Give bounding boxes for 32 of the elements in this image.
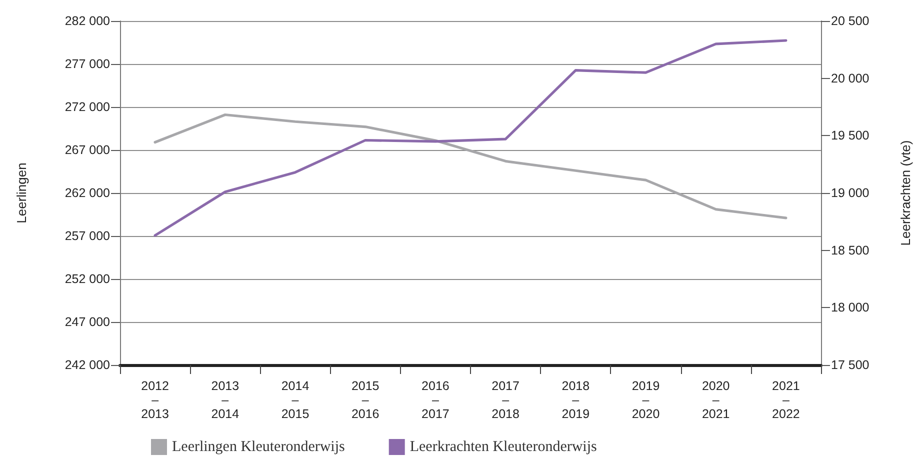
- y2-axis-title: Leerkrachten (vte): [898, 140, 913, 246]
- y2-tick-label: 17 500: [831, 358, 870, 372]
- y-tick-label: 267 000: [64, 143, 110, 157]
- y-tick-label: 247 000: [64, 315, 110, 329]
- y2-tick-label: 19 000: [831, 186, 870, 200]
- x-tick-label: 2017 – 2018: [492, 379, 520, 421]
- y-tick-label: 242 000: [64, 358, 110, 372]
- x-tick-label: 2018 – 2019: [562, 379, 590, 421]
- y-tick-label: 282 000: [64, 14, 110, 28]
- x-tick-label: 2016 – 2017: [422, 379, 450, 421]
- line-series: [154, 39, 788, 237]
- y-tick-label: 272 000: [64, 100, 110, 114]
- x-tick-label: 2019 – 2020: [632, 379, 660, 421]
- y-tick-label: 277 000: [64, 57, 110, 71]
- y2-tick-label: 20 500: [831, 14, 870, 28]
- y-tick-label: 257 000: [64, 229, 110, 243]
- y2-tick-label: 20 000: [831, 71, 870, 86]
- x-tick-label: 2013 – 2014: [211, 379, 240, 421]
- x-tick-label: 2012 – 2013: [141, 379, 169, 421]
- x-tick-label: 2021 – 2022: [772, 379, 800, 421]
- y-axis-title: Leerlingen: [14, 162, 29, 224]
- y2-tick-label: 18 000: [831, 300, 870, 315]
- x-tick-label: 2020 – 2021: [702, 379, 730, 421]
- y2-tick-label: 18 500: [831, 243, 870, 258]
- y-tick-label: 262 000: [64, 186, 110, 200]
- x-tick-label: 2014 – 2015: [281, 379, 310, 421]
- line-series: [154, 113, 788, 220]
- legend-label: Leerlingen Kleuteronderwijs: [172, 439, 346, 455]
- y2-tick-label: 19 500: [831, 128, 870, 143]
- legend-label: Leerkrachten Kleuteronderwijs: [410, 439, 598, 455]
- x-tick-label: 2015 – 2016: [351, 379, 380, 421]
- y-tick-label: 252 000: [64, 272, 110, 286]
